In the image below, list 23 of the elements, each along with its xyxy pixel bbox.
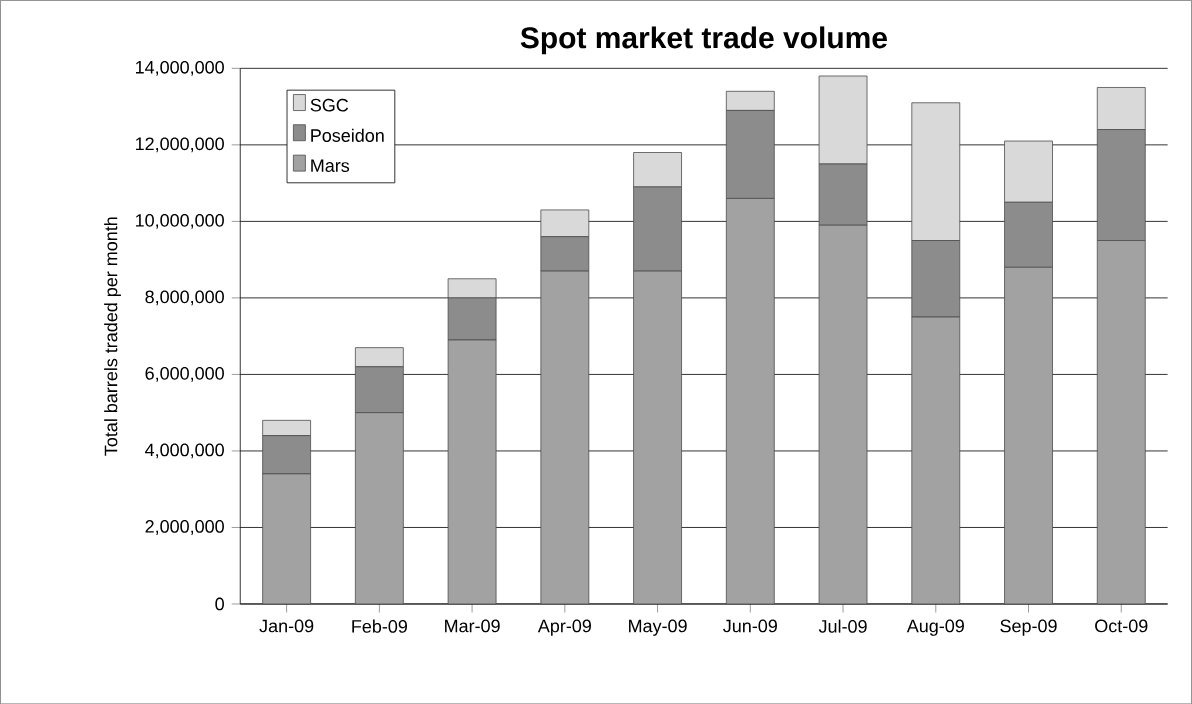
y-tick-label: 12,000,000: [136, 137, 224, 153]
x-tick-label: Feb-09: [352, 619, 407, 633]
y-tick-label: 14,000,000: [136, 60, 224, 76]
y-tick-label: 0: [215, 597, 224, 611]
legend-label: SGC: [310, 98, 349, 112]
legend-label: Mars: [311, 159, 350, 172]
chart-title: Spot market trade volume: [520, 26, 887, 55]
x-tick-label: Jan-09: [259, 619, 314, 633]
x-tick-label: Mar-09: [445, 619, 500, 633]
x-tick-label: May-09: [629, 619, 687, 636]
x-tick-label: Oct-09: [1095, 619, 1148, 633]
x-tick-label: Apr-09: [537, 619, 591, 636]
x-tick-label: Aug-09: [906, 619, 964, 636]
x-tick-label: Sep-09: [1000, 619, 1057, 636]
x-tick-label: Jun-09: [723, 619, 777, 633]
legend-label: Poseidon: [311, 128, 384, 142]
y-tick-label: 4,000,000: [145, 443, 224, 459]
y-tick-label: 10,000,000: [136, 213, 224, 229]
y-tick-label: 2,000,000: [145, 519, 224, 535]
y-tick-label: 6,000,000: [145, 366, 224, 382]
x-tick-label: Jul-09: [818, 619, 867, 633]
y-tick-label: 8,000,000: [145, 290, 224, 306]
y-axis-title: Total barrels traded per month: [104, 217, 121, 456]
